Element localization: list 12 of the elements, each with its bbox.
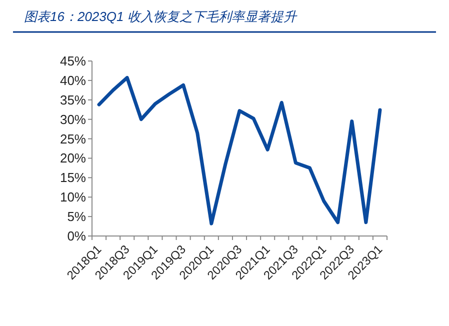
y-tick-label: 20% <box>60 150 86 166</box>
line-series <box>97 76 382 226</box>
y-tick-label: 25% <box>60 131 86 146</box>
y-tick-label: 10% <box>60 190 86 205</box>
y-tick-label: 0% <box>67 228 86 244</box>
y-tick-label: 35% <box>60 92 86 108</box>
chart-title: 图表16：2023Q1 收入恢复之下毛利率显著提升 <box>24 9 298 24</box>
y-tick-label: 30% <box>60 112 86 127</box>
y-tick-label: 15% <box>60 170 86 186</box>
y-tick-label: 40% <box>60 72 86 88</box>
y-tick-label: 5% <box>67 209 86 224</box>
y-tick-label: 45% <box>60 54 86 68</box>
